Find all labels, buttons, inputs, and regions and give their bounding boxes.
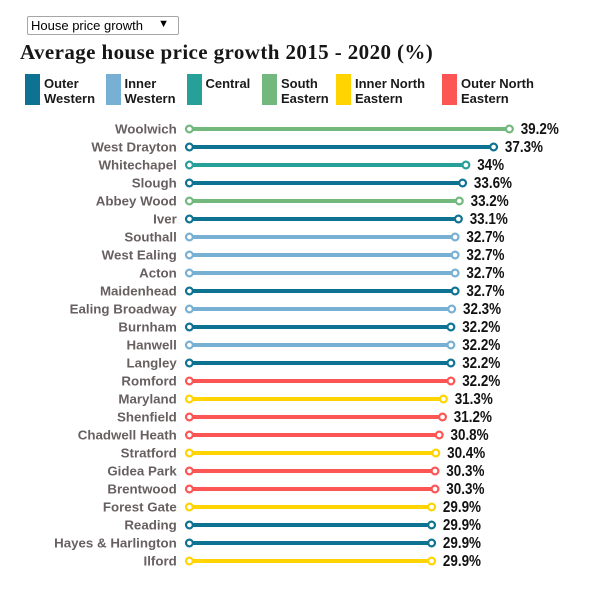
svg-text:32.7%: 32.7% — [466, 247, 504, 264]
svg-text:29.9%: 29.9% — [443, 535, 481, 552]
svg-text:Langley: Langley — [127, 356, 178, 371]
svg-text:Forest Gate: Forest Gate — [103, 500, 177, 515]
svg-text:32.7%: 32.7% — [466, 265, 504, 282]
svg-text:Reading: Reading — [124, 518, 176, 533]
svg-text:Brentwood: Brentwood — [107, 482, 176, 497]
svg-text:Burnham: Burnham — [118, 320, 176, 335]
svg-text:Shenfield: Shenfield — [117, 410, 177, 425]
svg-text:32.2%: 32.2% — [462, 319, 500, 336]
svg-text:Whitechapel: Whitechapel — [98, 158, 176, 173]
svg-text:30.3%: 30.3% — [446, 481, 484, 498]
svg-text:37.3%: 37.3% — [505, 139, 543, 156]
svg-text:Chadwell Heath: Chadwell Heath — [78, 428, 177, 443]
svg-text:Maryland: Maryland — [118, 392, 176, 407]
svg-text:Woolwich: Woolwich — [115, 122, 177, 137]
svg-text:Ilford: Ilford — [144, 554, 177, 569]
svg-text:32.2%: 32.2% — [462, 355, 500, 372]
svg-text:Iver: Iver — [153, 212, 177, 227]
svg-text:32.3%: 32.3% — [463, 301, 501, 318]
svg-text:Abbey Wood: Abbey Wood — [96, 194, 177, 209]
svg-text:Acton: Acton — [139, 266, 177, 281]
svg-text:31.3%: 31.3% — [455, 391, 493, 408]
svg-text:West Drayton: West Drayton — [91, 140, 176, 155]
svg-text:Hayes & Harlington: Hayes & Harlington — [54, 536, 177, 551]
svg-text:Stratford: Stratford — [121, 446, 177, 461]
svg-text:29.9%: 29.9% — [443, 517, 481, 534]
svg-text:Slough: Slough — [132, 176, 177, 191]
svg-text:Maidenhead: Maidenhead — [100, 284, 177, 299]
svg-text:Hanwell: Hanwell — [127, 338, 177, 353]
svg-text:Gidea Park: Gidea Park — [107, 464, 177, 479]
svg-text:32.2%: 32.2% — [462, 373, 500, 390]
svg-text:29.9%: 29.9% — [443, 553, 481, 570]
svg-text:33.2%: 33.2% — [471, 193, 509, 210]
svg-text:32.7%: 32.7% — [466, 229, 504, 246]
svg-text:29.9%: 29.9% — [443, 499, 481, 516]
svg-text:Ealing Broadway: Ealing Broadway — [70, 302, 178, 317]
svg-text:31.2%: 31.2% — [454, 409, 492, 426]
svg-text:34%: 34% — [477, 157, 504, 174]
svg-text:30.8%: 30.8% — [451, 427, 489, 444]
svg-text:30.4%: 30.4% — [447, 445, 485, 462]
svg-text:30.3%: 30.3% — [446, 463, 484, 480]
svg-text:Romford: Romford — [121, 374, 176, 389]
svg-text:33.6%: 33.6% — [474, 175, 512, 192]
svg-text:Southall: Southall — [124, 230, 176, 245]
svg-text:33.1%: 33.1% — [470, 211, 508, 228]
svg-text:32.2%: 32.2% — [462, 337, 500, 354]
svg-text:32.7%: 32.7% — [466, 283, 504, 300]
svg-text:West Ealing: West Ealing — [102, 248, 177, 263]
svg-text:39.2%: 39.2% — [521, 121, 559, 138]
